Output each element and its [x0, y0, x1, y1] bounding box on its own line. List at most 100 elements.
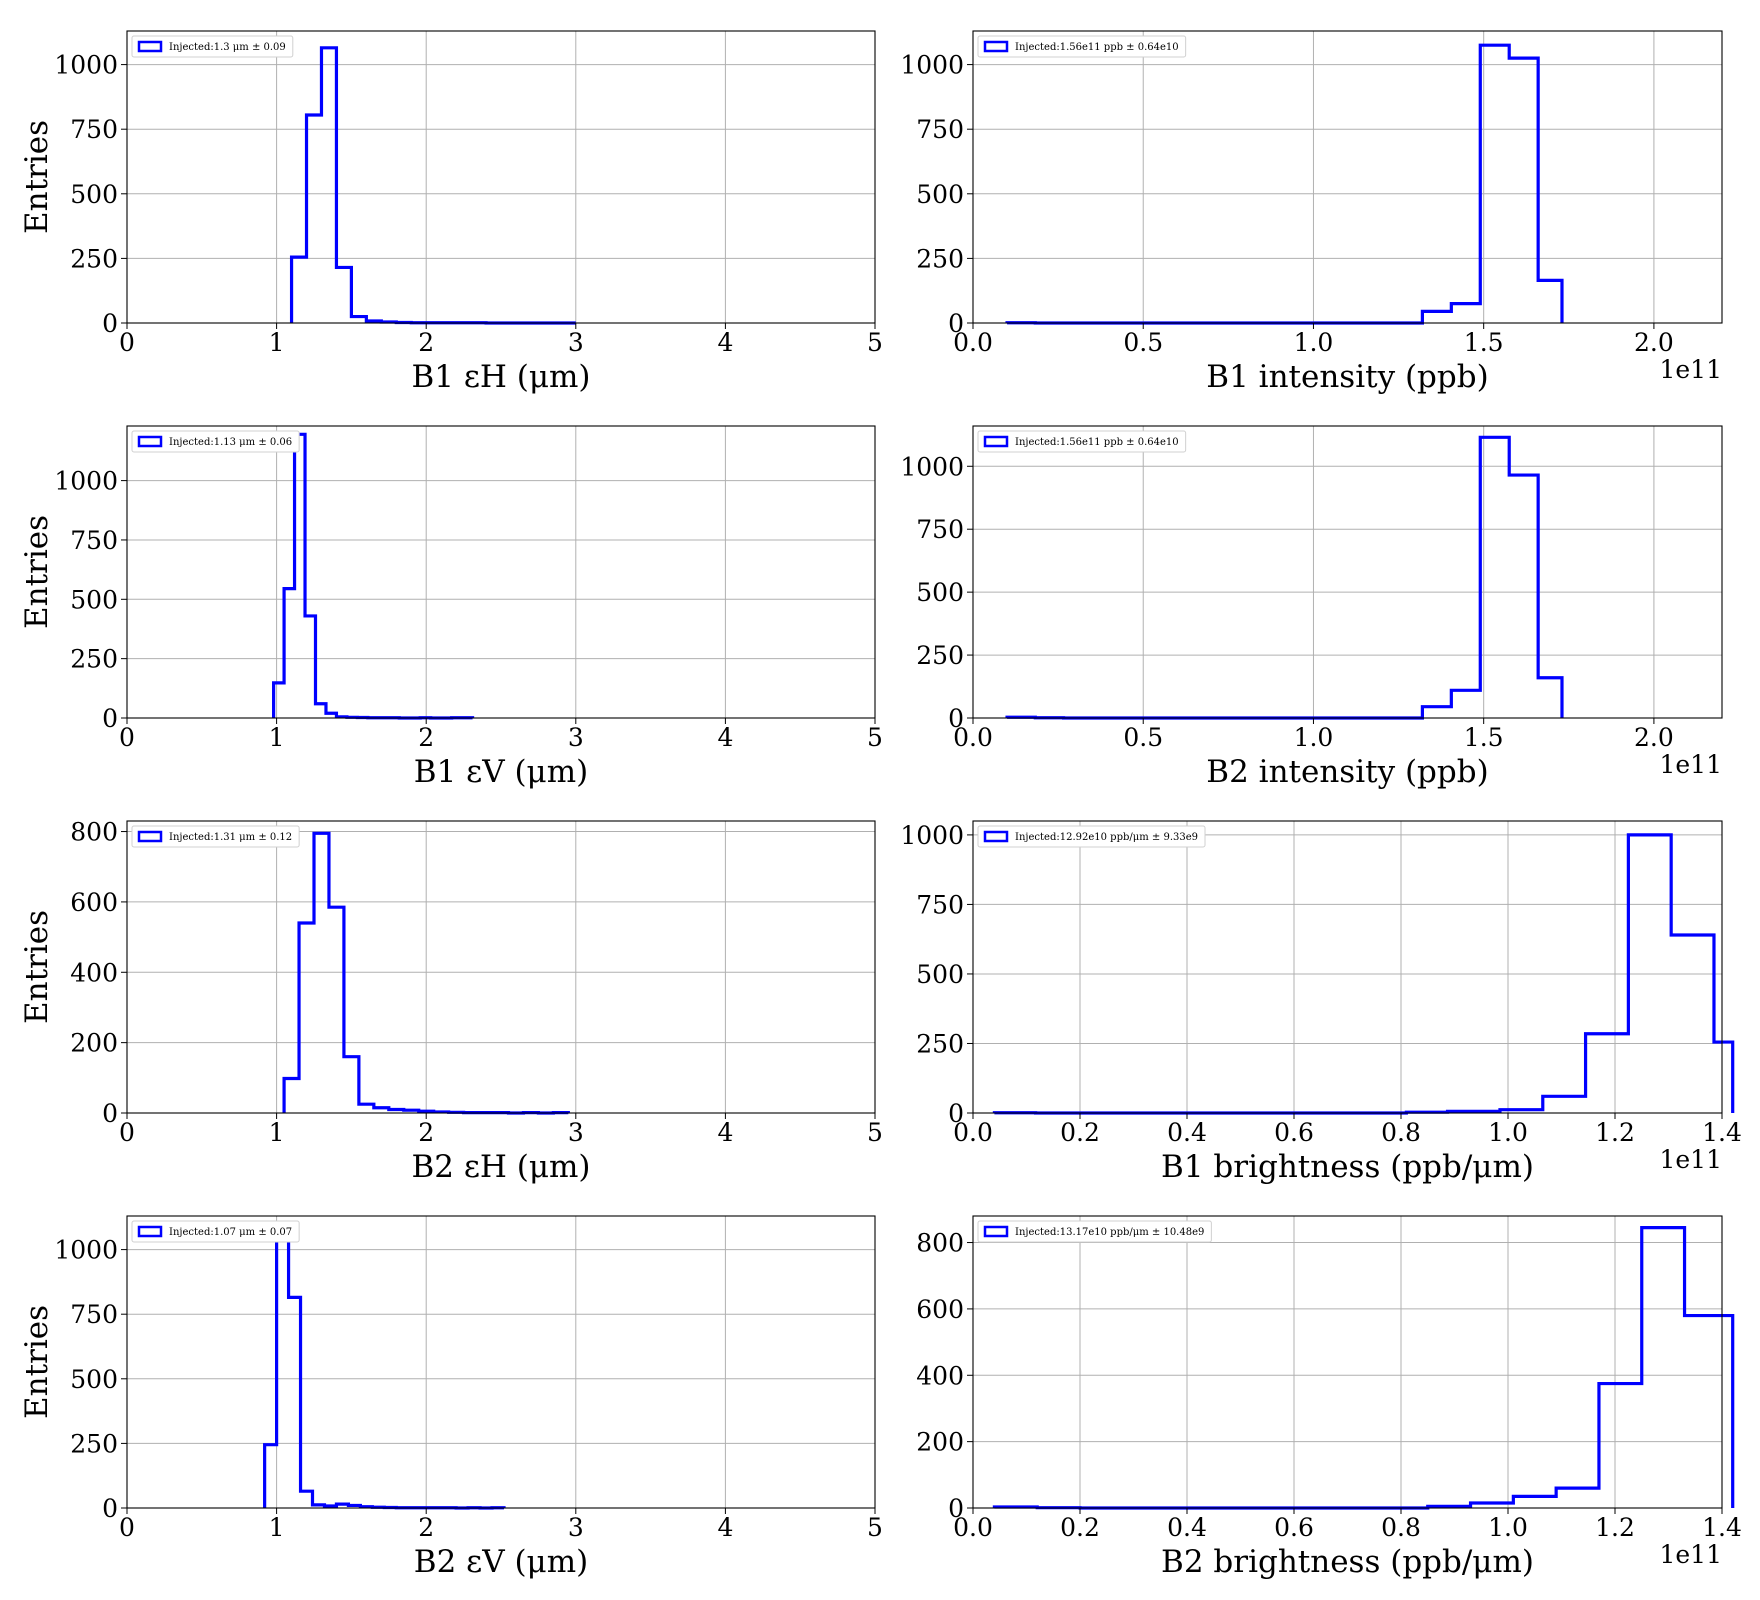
- y-tick-label: 0: [102, 1099, 118, 1128]
- x-tick-label: 2: [418, 1118, 434, 1147]
- x-tick-label: 1.2: [1595, 1118, 1635, 1147]
- y-tick-label: 750: [70, 115, 118, 144]
- plot-frame: [126, 820, 876, 1114]
- legend: Injected:12.92e10 ppb/μm ± 9.33e9: [977, 825, 1206, 848]
- legend-swatch: [137, 1225, 163, 1238]
- y-tick-label: 750: [70, 526, 118, 555]
- legend-label: Injected:1.56e11 ppb ± 0.64e10: [1015, 437, 1179, 448]
- x-tick-label: 1.2: [1595, 1513, 1635, 1542]
- x-tick-label: 3: [568, 1118, 584, 1147]
- y-axis-label: Entries: [19, 1305, 55, 1419]
- x-tick-label: 0: [119, 1118, 135, 1147]
- y-tick-label: 0: [948, 1494, 964, 1523]
- x-tick-label: 1: [269, 1513, 285, 1542]
- x-tick-label: 3: [568, 723, 584, 752]
- x-tick-label: 1: [269, 723, 285, 752]
- x-tick-label: 1.0: [1294, 328, 1334, 357]
- x-tick-label: 1: [269, 328, 285, 357]
- x-tick-label: 1.5: [1464, 328, 1504, 357]
- legend: Injected:1.13 μm ± 0.06: [131, 430, 300, 453]
- x-tick-label: 3: [568, 328, 584, 357]
- legend-label: Injected:1.13 μm ± 0.06: [169, 437, 292, 448]
- histogram-panel: 0 1 2 3 4 5 0 250 500 750 1000 B2 εV (μm) Entries Inj…: [19, 1215, 883, 1580]
- histogram-panel: 0.0 0.2 0.4 0.6 0.8 1.0 1.2 1.4 0 250 500 750 1000 B1…: [900, 820, 1742, 1185]
- legend: Injected:1.3 μm ± 0.09: [131, 35, 294, 58]
- legend-label: Injected:1.31 μm ± 0.12: [169, 832, 292, 843]
- x-tick-label: 0.0: [953, 328, 993, 357]
- y-tick-label: 250: [70, 645, 118, 674]
- y-tick-label: 500: [70, 585, 118, 614]
- legend-box: [977, 430, 1187, 453]
- legend-label: Injected:1.3 μm ± 0.09: [169, 42, 286, 53]
- x-offset-label: 1e11: [1659, 1540, 1722, 1569]
- x-tick-label: 1.0: [1488, 1513, 1528, 1542]
- plot-frame: [972, 1215, 1723, 1509]
- x-tick-label: 0.5: [1123, 723, 1163, 752]
- x-axis-label: B1 brightness (ppb/μm): [1161, 1149, 1534, 1185]
- legend-box: [977, 35, 1187, 58]
- plot-area: [973, 1216, 1722, 1508]
- legend: Injected:1.56e11 ppb ± 0.64e10: [977, 430, 1187, 453]
- legend-swatch: [983, 40, 1009, 53]
- plot-area: [973, 31, 1722, 323]
- y-tick-label: 1000: [900, 452, 964, 481]
- plot-frame: [972, 30, 1723, 324]
- legend-swatch: [137, 830, 163, 843]
- y-tick-label: 250: [70, 1429, 118, 1458]
- plot-frame: [126, 425, 876, 719]
- x-tick-label: 5: [867, 1513, 883, 1542]
- y-tick-label: 250: [916, 244, 964, 273]
- plot-frame: [972, 820, 1723, 1114]
- y-tick-label: 0: [102, 1494, 118, 1523]
- legend-box: [977, 1220, 1212, 1243]
- y-tick-label: 1000: [54, 467, 118, 496]
- x-tick-label: 4: [717, 1513, 733, 1542]
- legend-box: [977, 825, 1206, 848]
- y-axis-label: Entries: [19, 515, 55, 629]
- x-tick-label: 0.0: [953, 723, 993, 752]
- x-tick-label: 2.0: [1634, 723, 1674, 752]
- x-tick-label: 0.2: [1060, 1513, 1100, 1542]
- y-tick-label: 200: [916, 1428, 964, 1457]
- x-axis-label: B1 εH (μm): [411, 359, 590, 395]
- x-tick-label: 2.0: [1634, 328, 1674, 357]
- y-tick-label: 500: [916, 180, 964, 209]
- x-axis-label: B2 εV (μm): [414, 1544, 588, 1580]
- legend: Injected:1.31 μm ± 0.12: [131, 825, 300, 848]
- legend-swatch: [983, 435, 1009, 448]
- x-tick-label: 0.4: [1167, 1513, 1207, 1542]
- x-offset-label: 1e11: [1659, 355, 1722, 384]
- legend-box: [131, 825, 300, 848]
- histogram-panel: 0.0 0.5 1.0 1.5 2.0 0 250 500 750 1000 B1 intensit…: [900, 30, 1723, 395]
- x-tick-label: 1.4: [1702, 1118, 1742, 1147]
- x-tick-label: 4: [717, 1118, 733, 1147]
- legend-label: Injected:13.17e10 ppb/μm ± 10.48e9: [1015, 1227, 1204, 1238]
- y-tick-label: 0: [948, 309, 964, 338]
- x-tick-label: 1: [269, 1118, 285, 1147]
- x-tick-label: 4: [717, 328, 733, 357]
- x-tick-label: 4: [717, 723, 733, 752]
- y-tick-label: 400: [70, 958, 118, 987]
- y-tick-label: 750: [916, 890, 964, 919]
- x-tick-label: 0.6: [1274, 1513, 1314, 1542]
- y-axis-label: Entries: [19, 120, 55, 234]
- plot-area: [127, 31, 875, 323]
- y-tick-label: 1000: [54, 51, 118, 80]
- y-tick-label: 750: [70, 1300, 118, 1329]
- y-tick-label: 500: [916, 960, 964, 989]
- legend-box: [131, 430, 300, 453]
- y-tick-label: 1000: [900, 821, 964, 850]
- y-tick-label: 0: [102, 704, 118, 733]
- histogram-panel: 0.0 0.2 0.4 0.6 0.8 1.0 1.2 1.4 0 200 400 600 800 B2 …: [916, 1215, 1742, 1580]
- x-tick-label: 1.4: [1702, 1513, 1742, 1542]
- x-axis-label: B2 brightness (ppb/μm): [1161, 1544, 1534, 1580]
- x-offset-label: 1e11: [1659, 1145, 1722, 1174]
- legend: Injected:13.17e10 ppb/μm ± 10.48e9: [977, 1220, 1212, 1243]
- x-tick-label: 5: [867, 1118, 883, 1147]
- x-tick-label: 0.5: [1123, 328, 1163, 357]
- plot-frame: [972, 425, 1723, 719]
- plot-area: [127, 821, 875, 1113]
- y-tick-label: 0: [948, 704, 964, 733]
- x-tick-label: 0.0: [953, 1513, 993, 1542]
